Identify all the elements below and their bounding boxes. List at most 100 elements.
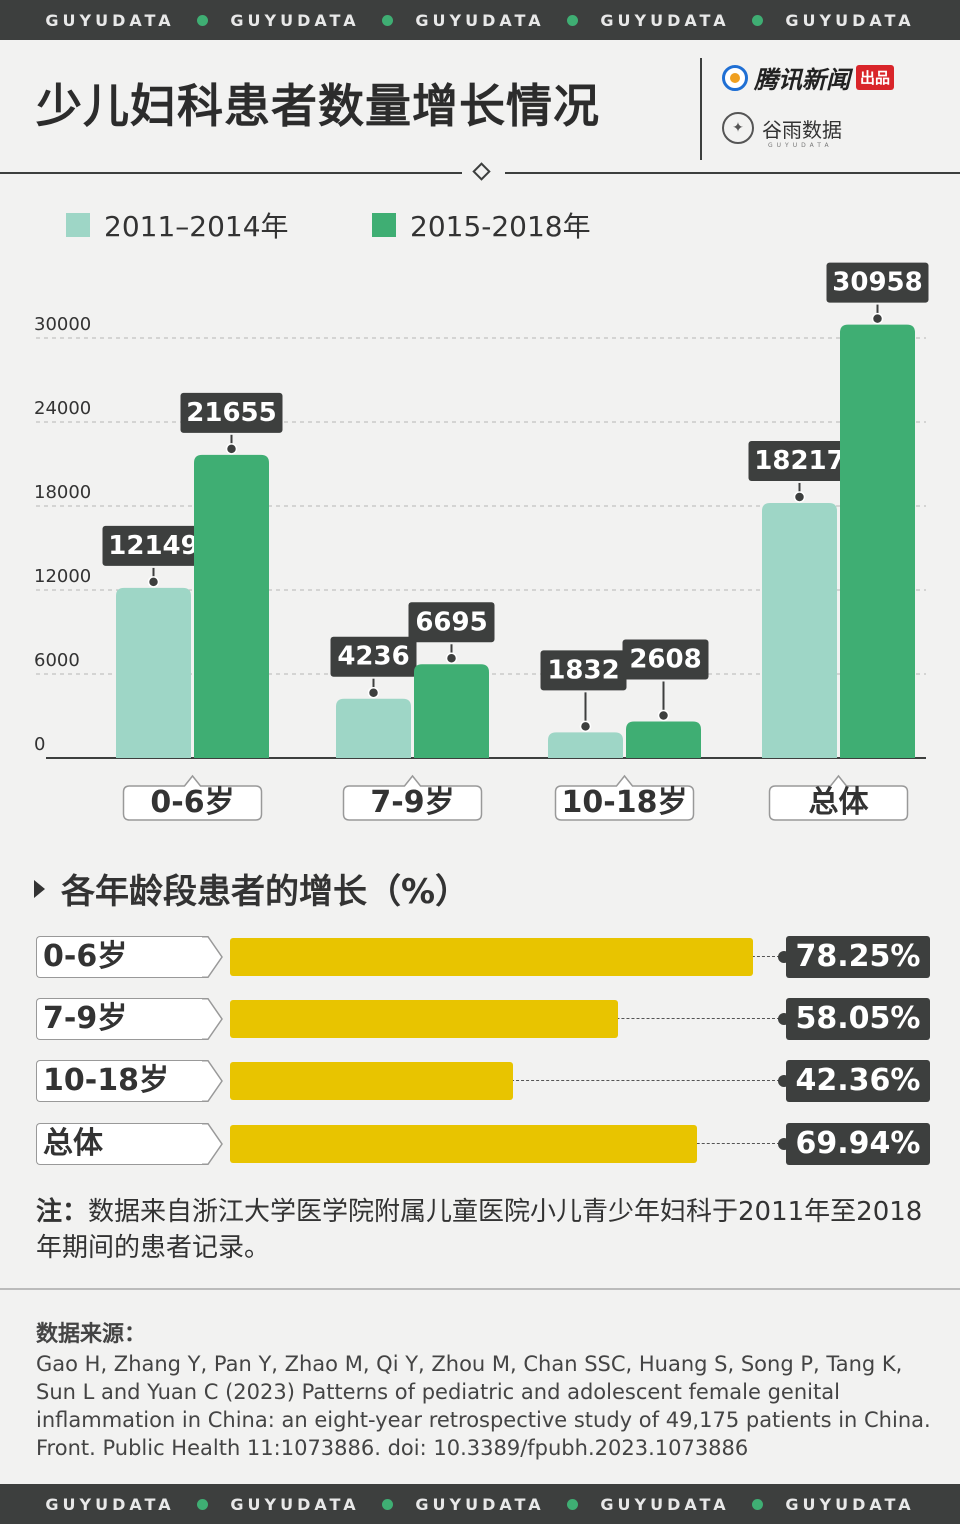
growth-value: 78.25% [786,936,930,978]
header-separator [700,58,702,160]
value-label: 4236 [337,642,409,672]
growth-row-label: 10-18岁 [36,1060,204,1102]
bar [414,664,489,758]
band-word: GUYUDATA [230,1494,360,1514]
label-tip-icon [202,936,223,978]
tencent-news-text: 腾讯新闻 [754,66,850,94]
label-tip-icon [202,1123,223,1165]
header-divider-left [0,172,462,174]
value-label-box [540,650,627,691]
source-text: Gao H, Zhang Y, Pan Y, Zhao M, Qi Y, Zho… [36,1352,931,1460]
growth-section-title: 各年龄段患者的增长（%） [34,864,469,913]
note-text: 数据来自浙江大学医学院附属儿童医院小儿青少年妇科于2011年至2018年期间的患… [36,1197,923,1263]
label-dot [147,576,160,588]
bar-chart: 0 6000 12000 18000 24000 30000 12149 21655 0-6岁 4… [34,262,929,821]
note-prefix: 注： [36,1197,89,1227]
growth-row: 0-6岁 78.25% [36,936,930,978]
bar [840,324,915,758]
guyu-data-logo: ✦ 谷雨数据 GUYUDATA [722,112,842,149]
bottom-watermark-band: GUYUDATA GUYUDATA GUYUDATA GUYUDATA GUYUDATA [0,1484,960,1524]
guyu-data-subtext: GUYUDATA [768,142,833,149]
y-tick-label: 6000 [34,650,80,671]
legend-item-series1: 2011–2014年 [66,205,289,245]
band-dot-icon [752,1498,763,1510]
value-label: 30958 [832,268,922,298]
band-word: GUYUDATA [785,1494,915,1514]
growth-bar [230,1125,698,1163]
value-label-box [180,392,283,433]
category-label: 7-9岁 [370,785,454,820]
band-dot-icon [567,14,578,26]
bar [194,454,269,758]
legend-label-series1: 2011–2014年 [104,210,289,243]
category-label: 10-18岁 [562,785,688,820]
bar [336,698,411,758]
band-word: GUYUDATA [45,1494,175,1514]
y-tick-label: 30000 [34,314,91,335]
divider-diamond-icon [472,162,491,181]
band-bottom-inner: GUYUDATA GUYUDATA GUYUDATA GUYUDATA GUYUDATA [35,1495,925,1514]
section-arrow-icon [34,879,45,898]
y-tick-label: 24000 [34,398,91,419]
label-dot [445,652,458,665]
label-dot [793,491,806,503]
value-label: 6695 [415,607,487,637]
band-dot-icon [197,1498,208,1510]
value-label: 18217 [754,446,844,476]
growth-row-label: 0-6岁 [36,936,204,978]
band-dot-icon [752,14,763,26]
band-word: GUYUDATA [600,1494,730,1514]
bar [762,502,837,758]
value-label-box [622,639,709,680]
tencent-news-icon [722,64,748,91]
source-title: 数据来源： [36,1322,147,1347]
label-dot [579,720,592,733]
bar [626,721,701,758]
y-tick-label: 0 [34,734,45,755]
label-dot [225,443,238,455]
band-dot-icon [567,1498,578,1510]
growth-bar [230,938,753,976]
value-label-box [826,262,929,303]
top-watermark-band: GUYUDATA GUYUDATA GUYUDATA GUYUDATA GUYUDATA [0,0,960,40]
guyu-bird-icon: ✦ [722,112,754,144]
label-tip-icon [202,1060,223,1102]
growth-bar [230,1000,618,1038]
band-top-inner: GUYUDATA GUYUDATA GUYUDATA GUYUDATA GUYUDATA [35,11,925,30]
growth-bar [230,1062,514,1100]
tencent-news-logo: 腾讯新闻 出品 [722,60,895,95]
bar [548,732,623,758]
legend-swatch-dark-green [372,213,396,237]
category-label-box [768,774,909,821]
growth-row-label: 总体 [36,1123,204,1165]
growth-value: 42.36% [786,1060,930,1102]
label-dot [367,686,380,699]
guyu-data-text: 谷雨数据 [762,117,842,142]
growth-row: 7-9岁 58.05% [36,998,930,1040]
label-dot [657,709,670,722]
growth-row: 总体 69.94% [36,1123,930,1165]
category-label-box [122,774,263,821]
growth-value: 58.05% [786,998,930,1040]
growth-value: 69.94% [786,1123,930,1165]
band-word: GUYUDATA [230,10,360,30]
category-label-box [342,774,483,821]
value-label-box [102,525,205,566]
band-word: GUYUDATA [785,10,915,30]
value-label: 12149 [108,531,198,561]
label-dot [871,312,884,325]
value-label: 2608 [629,644,701,674]
source-divider [0,1288,960,1290]
y-tick-label: 12000 [34,566,91,587]
bar [116,587,191,758]
note-text-block: 注：数据来自浙江大学医学院附属儿童医院小儿青少年妇科于2011年至2018年期间… [36,1194,926,1266]
value-label-box [748,440,851,481]
band-word: GUYUDATA [415,1494,545,1514]
legend-label-series2: 2015-2018年 [410,210,591,243]
growth-row-label: 7-9岁 [36,998,204,1040]
band-dot-icon [382,1498,393,1510]
band-dot-icon [197,14,208,26]
category-label: 0-6岁 [150,785,234,820]
value-label-box [330,636,417,677]
produced-badge: 出品 [856,65,895,90]
